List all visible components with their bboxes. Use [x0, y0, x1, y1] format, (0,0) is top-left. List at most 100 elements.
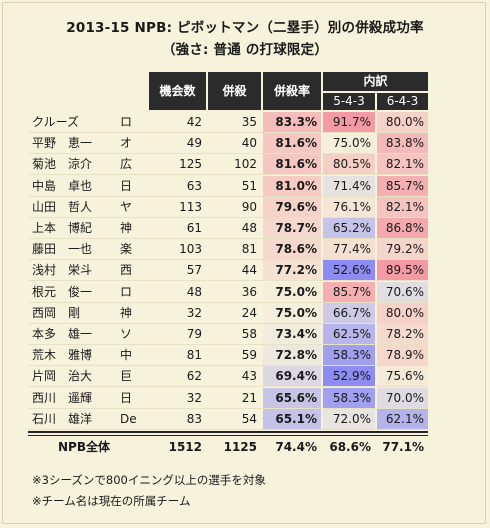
- opportunities-value: 62: [186, 369, 202, 384]
- player-name: 上本 博紀: [32, 221, 93, 235]
- rate-543-value: 65.2%: [323, 218, 375, 238]
- rate-543-value: 80.5%: [323, 154, 375, 175]
- player-name: 西川 遥輝: [32, 390, 93, 405]
- player-name: 本多 雄一: [32, 327, 93, 341]
- team: 中: [120, 348, 133, 363]
- header-543: 5-4-3: [323, 93, 375, 110]
- player-name: 山田 哲人: [32, 199, 93, 214]
- rate-543-value: 71.4%: [323, 175, 375, 196]
- rate-543-value: 75.0%: [323, 133, 375, 154]
- player-name: クルーズ: [32, 115, 80, 129]
- total-double-plays: 1125: [223, 440, 257, 454]
- rate-value: 73.4%: [263, 324, 321, 344]
- double-plays-value: 44: [241, 263, 257, 278]
- double-plays-value: 51: [241, 178, 257, 193]
- header-rate: 併殺率: [263, 72, 321, 110]
- row-divider: [28, 365, 428, 367]
- rate-643-value: 70.0%: [377, 387, 428, 408]
- rate-value: 78.6%: [263, 239, 321, 260]
- note-team: ※チーム名は現在の所属チーム: [32, 494, 191, 508]
- team: 西: [120, 263, 133, 278]
- note-criteria: ※3シーズンで800イニング以上の選手を対象: [32, 473, 266, 487]
- opportunities-value: 32: [186, 305, 202, 320]
- opportunities-value: 79: [186, 327, 202, 341]
- opportunities-value: 81: [186, 348, 202, 363]
- player-name: 片岡 治大: [32, 369, 93, 384]
- opportunities-value: 32: [186, 390, 202, 405]
- opportunities-value: 113: [179, 199, 202, 214]
- rate-value: 75.0%: [263, 302, 321, 323]
- row-divider: [28, 301, 428, 303]
- double-plays-value: 48: [241, 221, 257, 235]
- row-divider: [28, 195, 428, 197]
- player-name: 荒木 雅博: [32, 348, 93, 363]
- double-plays-value: 24: [241, 305, 257, 320]
- rate-value: 78.7%: [263, 218, 321, 238]
- opportunities-value: 57: [186, 263, 202, 278]
- rate-643-value: 82.1%: [377, 196, 428, 217]
- total-opportunities: 1512: [168, 440, 202, 454]
- total-rate-643: 77.1%: [382, 440, 424, 454]
- row-divider: [28, 174, 428, 176]
- rate-643-value: 82.1%: [377, 154, 428, 175]
- team: 神: [120, 305, 133, 320]
- team: オ: [120, 136, 133, 151]
- header-643: 6-4-3: [377, 93, 428, 110]
- rate-643-value: 79.2%: [377, 239, 428, 260]
- rate-543-value: 76.1%: [323, 196, 375, 217]
- player-name: 藤田 一也: [32, 242, 93, 257]
- opportunities-value: 125: [179, 157, 202, 172]
- rate-value: 72.8%: [263, 345, 321, 366]
- rate-value: 81.6%: [263, 154, 321, 175]
- double-plays-value: 36: [241, 284, 257, 299]
- team: ロ: [120, 284, 133, 299]
- opportunities-value: 42: [186, 115, 202, 129]
- double-plays-value: 59: [241, 348, 257, 363]
- team: 巨: [120, 369, 133, 384]
- rate-543-value: 58.3%: [323, 387, 375, 408]
- team: 日: [120, 390, 133, 405]
- team: 広: [120, 157, 133, 172]
- team: 楽: [120, 242, 133, 257]
- rate-643-value: 89.5%: [377, 260, 428, 281]
- rate-643-value: 86.8%: [377, 218, 428, 238]
- double-plays-value: 35: [241, 115, 257, 129]
- opportunities-value: 48: [186, 284, 202, 299]
- rate-643-value: 80.0%: [377, 112, 428, 132]
- header-breakdown: 内訳: [323, 72, 428, 91]
- double-plays-value: 102: [234, 157, 257, 172]
- rate-643-value: 85.7%: [377, 175, 428, 196]
- rate-543-value: 66.7%: [323, 302, 375, 323]
- rate-543-value: 91.7%: [323, 112, 375, 132]
- team: ロ: [120, 115, 133, 129]
- opportunities-value: 63: [186, 178, 202, 193]
- rate-643-value: 62.1%: [377, 408, 428, 429]
- team: ソ: [120, 327, 133, 341]
- rate-value: 81.0%: [263, 175, 321, 196]
- row-divider: [28, 407, 428, 409]
- rate-value: 77.2%: [263, 260, 321, 281]
- opportunities-value: 103: [179, 242, 202, 257]
- team: ヤ: [120, 199, 133, 214]
- player-name: 浅村 栄斗: [32, 263, 93, 278]
- total-label: NPB全体: [58, 440, 110, 454]
- chart-title: 2013-15 NPB: ピボットマン（二塁手）別の併殺成功率: [66, 20, 424, 36]
- double-plays-value: 40: [241, 136, 257, 151]
- rate-value: 75.0%: [263, 281, 321, 302]
- rate-643-value: 83.8%: [377, 133, 428, 154]
- rate-value: 81.6%: [263, 133, 321, 154]
- double-plays-value: 90: [241, 199, 257, 214]
- player-name: 根元 俊一: [32, 284, 93, 299]
- double-plays-value: 58: [241, 327, 257, 341]
- row-divider: [28, 216, 428, 218]
- rate-643-value: 70.6%: [377, 281, 428, 302]
- player-name: 菊池 涼介: [32, 157, 93, 172]
- row-divider: [28, 132, 428, 133]
- row-divider: [28, 386, 428, 388]
- total-rate: 74.4%: [275, 440, 317, 454]
- rate-value: 79.6%: [263, 196, 321, 217]
- row-divider: [28, 322, 428, 324]
- row-divider: [28, 280, 428, 282]
- rate-value: 65.6%: [263, 387, 321, 408]
- row-divider: [28, 153, 428, 155]
